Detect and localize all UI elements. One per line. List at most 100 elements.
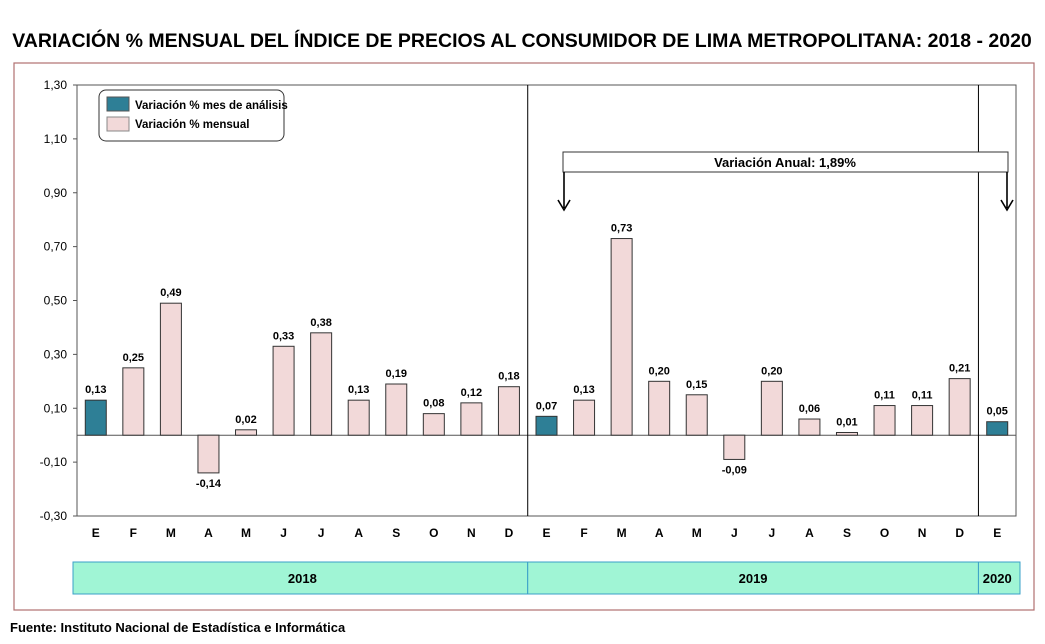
data-label: 0,21 xyxy=(949,363,970,375)
bar xyxy=(272,345,295,436)
legend-label-normal: Variación % mensual xyxy=(135,119,249,131)
x-tick-label: F xyxy=(130,526,137,540)
y-tick-label: 0,90 xyxy=(44,186,68,200)
year-band xyxy=(527,561,979,595)
x-tick-label: J xyxy=(318,526,325,540)
data-label: 0,49 xyxy=(160,287,181,299)
bar xyxy=(798,418,821,436)
annual-variation-annotation: Variación Anual: 1,89% xyxy=(557,151,1014,212)
data-label: 0,01 xyxy=(836,416,857,428)
data-label: 0,38 xyxy=(310,317,331,329)
x-tick-label: J xyxy=(280,526,287,540)
year-band xyxy=(977,561,1021,595)
year-label: 2020 xyxy=(983,571,1012,586)
year-label: 2019 xyxy=(739,571,768,586)
x-tick-label: O xyxy=(880,526,889,540)
data-label: 0,13 xyxy=(348,384,369,396)
y-tick-label: -0,30 xyxy=(40,509,68,523)
x-tick-label: A xyxy=(354,526,363,540)
data-label: 0,25 xyxy=(123,352,144,364)
bar xyxy=(235,429,258,436)
bar xyxy=(310,332,333,436)
legend: Variación % mes de análisis Variación % … xyxy=(98,89,288,142)
data-label: 0,08 xyxy=(423,398,444,410)
bar xyxy=(760,380,783,436)
x-tick-label: D xyxy=(955,526,964,540)
data-label: 0,15 xyxy=(686,379,707,391)
annual-variation-label: Variación Anual: 1,89% xyxy=(714,155,856,170)
data-label: 0,12 xyxy=(461,387,482,399)
bar xyxy=(573,399,596,436)
bar xyxy=(648,380,671,436)
bar xyxy=(385,383,408,436)
year-label: 2018 xyxy=(288,571,317,586)
bar xyxy=(986,421,1009,436)
data-label: 0,07 xyxy=(536,400,557,412)
arrow-down-icon xyxy=(557,172,571,212)
data-label: 0,11 xyxy=(874,390,895,402)
y-tick-label: -0,10 xyxy=(40,455,68,469)
bar xyxy=(347,399,370,436)
x-tick-label: M xyxy=(617,526,627,540)
bar xyxy=(610,238,633,436)
x-tick-label: D xyxy=(505,526,514,540)
data-label: 0,73 xyxy=(611,223,632,235)
x-tick-label: M xyxy=(166,526,176,540)
legend-label-highlight: Variación % mes de análisis xyxy=(135,100,288,112)
x-tick-label: N xyxy=(918,526,927,540)
y-tick-label: 0,10 xyxy=(44,401,68,415)
bar xyxy=(84,399,107,436)
x-tick-label: S xyxy=(392,526,400,540)
y-tick-label: 1,10 xyxy=(44,132,68,146)
data-label: 0,13 xyxy=(85,384,106,396)
bar xyxy=(497,386,520,436)
data-label: 0,33 xyxy=(273,330,294,342)
y-tick-label: 1,30 xyxy=(44,78,68,92)
x-tick-label: A xyxy=(204,526,213,540)
legend-swatch-normal xyxy=(106,116,130,132)
source-note: Fuente: Instituto Nacional de Estadístic… xyxy=(10,620,346,635)
y-tick-label: 0,50 xyxy=(44,294,68,308)
chart-frame xyxy=(13,62,1035,611)
x-tick-label: A xyxy=(655,526,664,540)
year-band xyxy=(72,561,529,595)
data-label: -0,14 xyxy=(196,478,222,490)
bar xyxy=(460,402,483,436)
x-tick-label: M xyxy=(241,526,251,540)
data-label: 0,06 xyxy=(799,403,820,415)
x-tick-label: E xyxy=(542,526,550,540)
y-tick-label: 0,30 xyxy=(44,347,68,361)
x-tick-label: M xyxy=(692,526,702,540)
x-tick-label: N xyxy=(467,526,476,540)
arrow-down-icon xyxy=(1000,172,1014,212)
chart-title: VARIACIÓN % MENSUAL DEL ÍNDICE DE PRECIO… xyxy=(12,28,1032,52)
x-tick-label: S xyxy=(843,526,851,540)
bar xyxy=(422,413,445,436)
x-tick-label: E xyxy=(92,526,100,540)
bar xyxy=(911,405,934,436)
legend-swatch-highlight xyxy=(106,96,130,112)
x-tick-label: O xyxy=(429,526,438,540)
x-tick-label: J xyxy=(731,526,738,540)
bar xyxy=(685,394,708,436)
bar xyxy=(873,405,896,436)
bar xyxy=(122,367,145,436)
bar xyxy=(835,431,858,436)
data-label: 0,20 xyxy=(648,365,669,377)
data-label: 0,13 xyxy=(573,384,594,396)
y-tick-label: 0,70 xyxy=(44,240,68,254)
bar xyxy=(948,378,971,436)
x-tick-label: J xyxy=(769,526,776,540)
data-label: 0,05 xyxy=(987,406,1008,418)
data-label: -0,09 xyxy=(722,464,747,476)
x-tick-label: E xyxy=(993,526,1001,540)
x-tick-label: F xyxy=(580,526,587,540)
data-label: 0,18 xyxy=(498,371,519,383)
data-label: 0,20 xyxy=(761,365,782,377)
data-label: 0,11 xyxy=(912,390,933,402)
data-label: 0,19 xyxy=(386,368,407,380)
bar xyxy=(159,302,182,436)
x-tick-label: A xyxy=(805,526,814,540)
data-label: 0,02 xyxy=(235,414,256,426)
